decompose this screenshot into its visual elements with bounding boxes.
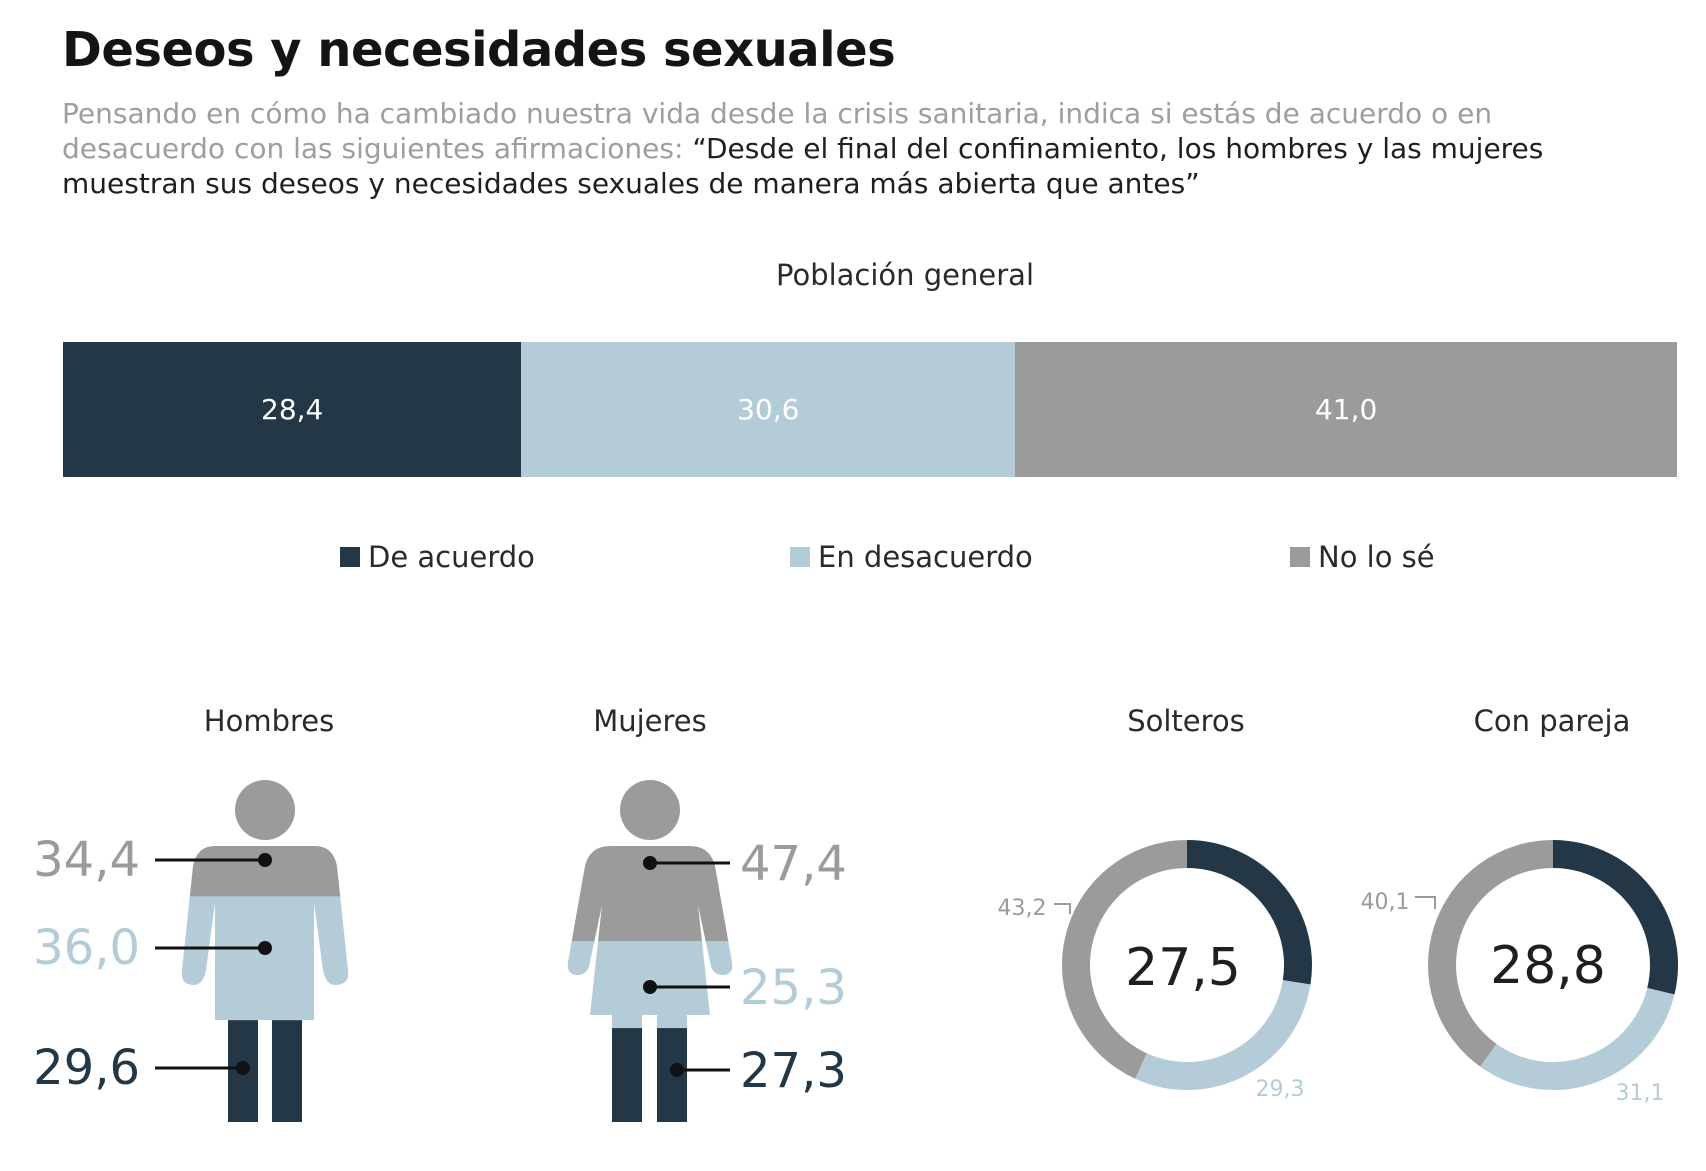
donut-solteros-label-en-desacuerdo: 29,3 xyxy=(1256,1077,1305,1102)
donut-con-pareja-center-value: 28,8 xyxy=(1490,936,1606,996)
donut-solteros-leader xyxy=(1054,903,1071,914)
bar-segment-de-acuerdo: 28,4 xyxy=(63,342,522,477)
legend-swatch-en-desacuerdo xyxy=(790,547,810,567)
data-label-en-desacuerdo: 30,6 xyxy=(737,393,800,426)
bar-segment-no-lo-se: 41,0 xyxy=(1015,342,1677,477)
legend-label-no-lo-se: No lo sé xyxy=(1318,540,1435,574)
woman-segment-de-acuerdo xyxy=(567,1028,733,1122)
legend: De acuerdo En desacuerdo No lo sé xyxy=(0,540,1706,580)
donut-solteros xyxy=(1062,840,1312,1090)
donut-con-pareja-label-no-lo-se: 40,1 xyxy=(1361,890,1410,915)
woman-value-de-acuerdo: 27,3 xyxy=(740,1043,847,1099)
woman-leader-dot xyxy=(670,1063,684,1077)
data-label-no-lo-se: 41,0 xyxy=(1314,393,1378,426)
donut-con-pareja-slice-no-lo-se xyxy=(1428,840,1554,1067)
man-value-no-lo-se: 34,4 xyxy=(33,832,140,888)
legend-swatch-no-lo-se xyxy=(1290,547,1310,567)
woman-value-no-lo-se: 47,4 xyxy=(740,836,847,892)
group-title-mujeres: Mujeres xyxy=(593,704,707,738)
general-population-title: Población general xyxy=(776,258,1034,292)
woman-leader-dot xyxy=(643,856,657,870)
chart-subtitle: Pensando en cómo ha cambiado nuestra vid… xyxy=(62,96,1622,201)
subtitle-quote: “Desde el final del confinamiento, los h… xyxy=(62,132,1544,200)
chart-title: Deseos y necesidades sexuales xyxy=(62,22,896,78)
legend-item-de-acuerdo: De acuerdo xyxy=(340,540,535,574)
woman-value-en-desacuerdo: 25,3 xyxy=(740,960,847,1016)
donut-solteros-center-value: 27,5 xyxy=(1125,938,1241,998)
group-title-con-pareja: Con pareja xyxy=(1473,704,1631,738)
man-leader-dot xyxy=(236,1061,250,1075)
man-value-de-acuerdo: 29,6 xyxy=(33,1040,140,1096)
donut-con-pareja-label-en-desacuerdo: 31,1 xyxy=(1616,1081,1665,1106)
man-segment-de-acuerdo xyxy=(181,1020,349,1122)
donut-con-pareja-slice-de-acuerdo xyxy=(1552,840,1678,995)
donut-con-pareja xyxy=(1428,840,1678,1090)
subtitle-intro: Pensando en cómo ha cambiado nuestra vid… xyxy=(62,97,1493,165)
legend-label-en-desacuerdo: En desacuerdo xyxy=(818,540,1033,574)
donut-solteros-slice-no-lo-se xyxy=(1062,840,1188,1079)
man-value-en-desacuerdo: 36,0 xyxy=(33,920,140,976)
man-leader-dot xyxy=(258,853,272,867)
legend-swatch-de-acuerdo xyxy=(340,547,360,567)
man-leader-dot xyxy=(258,941,272,955)
legend-item-en-desacuerdo: En desacuerdo xyxy=(790,540,1033,574)
bar-segment-en-desacuerdo: 30,6 xyxy=(521,342,1016,477)
general-population-stacked-bar: 28,4 30,6 41,0 xyxy=(63,342,1677,477)
group-title-hombres: Hombres xyxy=(203,704,335,738)
woman-leader-dot xyxy=(643,980,657,994)
legend-label-de-acuerdo: De acuerdo xyxy=(368,540,535,574)
donut-con-pareja-slice-en-desacuerdo xyxy=(1480,987,1675,1090)
group-title-solteros: Solteros xyxy=(1127,704,1245,738)
data-label-de-acuerdo: 28,4 xyxy=(261,393,324,426)
legend-item-no-lo-se: No lo sé xyxy=(1290,540,1435,574)
donut-solteros-slice-de-acuerdo xyxy=(1186,840,1312,985)
man-segment-en-desacuerdo xyxy=(181,896,349,1021)
donut-con-pareja-leader xyxy=(1415,896,1436,909)
man-segment-no-lo-se xyxy=(181,780,349,897)
donut-solteros-label-no-lo-se: 43,2 xyxy=(998,896,1047,921)
donut-solteros-slice-en-desacuerdo xyxy=(1135,979,1311,1090)
